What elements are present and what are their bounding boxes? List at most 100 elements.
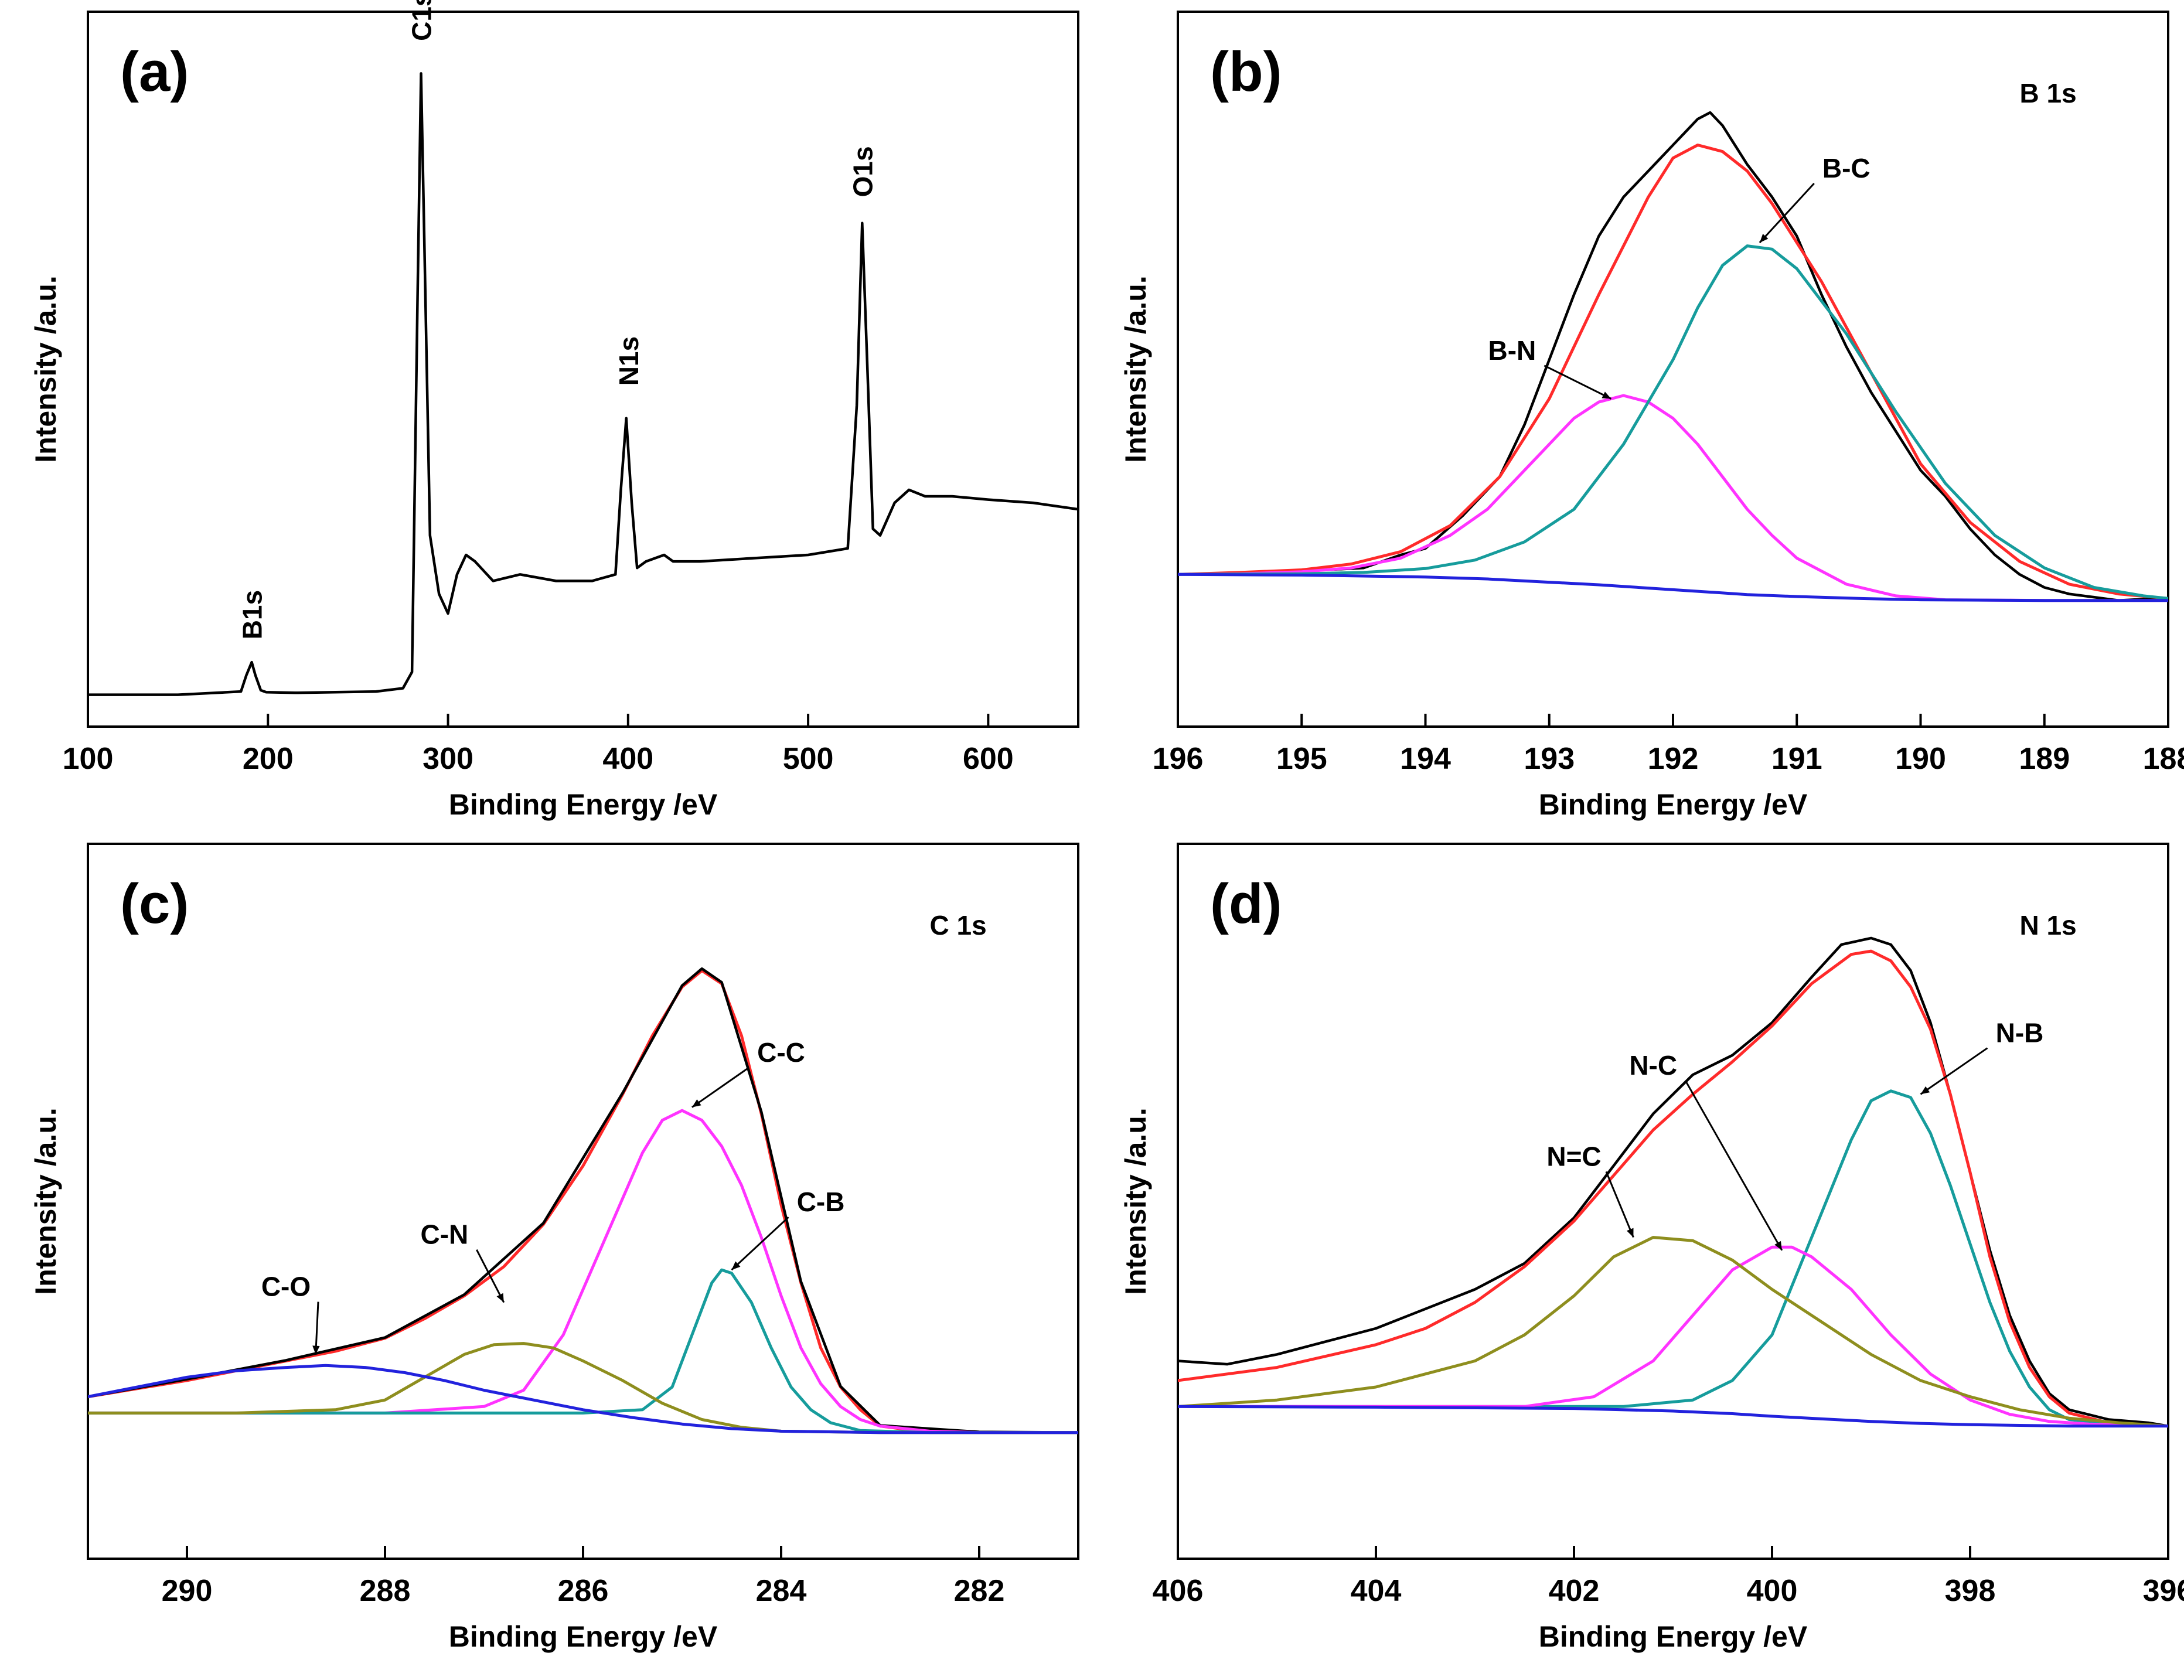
series-c-n: [88, 1342, 1078, 1434]
annotation-b-c: B-C: [1822, 153, 1870, 183]
panel-a: 100 200 300 400 500 600 Binding Energy /eV Inte…: [29, 0, 1079, 821]
x-tick-label: 188: [2143, 742, 2184, 776]
peak-label-c1s: C1s: [406, 0, 437, 41]
x-tick-label: 194: [1400, 742, 1451, 776]
annotation-c-c: C-C: [757, 1037, 805, 1068]
annotation-arrow-head: [731, 1261, 741, 1270]
y-axis-title: Intensity /a.u.: [29, 275, 62, 463]
x-tick-label: 193: [1524, 742, 1575, 776]
panel-d-frame: [1177, 843, 2169, 1560]
x-tick-label: 284: [756, 1574, 807, 1608]
panel-c: 290 288 286 284 282 Binding Energy /eV Intensi…: [29, 843, 1079, 1653]
x-tick-label: 300: [423, 742, 473, 776]
series-b-n: [1178, 394, 2168, 602]
annotation-arrow-head: [1920, 1086, 1930, 1095]
series-baseline: [1178, 1405, 2168, 1428]
x-tick-label: 400: [1747, 1574, 1798, 1608]
series-c-c: [88, 1109, 1078, 1434]
annotation-arrow-line: [476, 1249, 505, 1303]
x-axis-title: Binding Energy /eV: [1539, 1620, 1808, 1653]
annotation-n-c: N-C: [1629, 1050, 1677, 1081]
annotation-arrow-head: [691, 1099, 701, 1107]
peak-label-b1s: B1s: [237, 590, 268, 639]
series-c-o: [88, 1364, 1078, 1434]
annotation-arrow-head: [1602, 391, 1611, 399]
y-axis-title: Intensity /a.u.: [29, 1107, 62, 1295]
x-axis-title: Binding Energy /eV: [1539, 788, 1808, 821]
series-survey: [88, 72, 1078, 696]
x-tick-label: 400: [602, 742, 653, 776]
annotation-arrow-line: [1759, 183, 1815, 244]
annotation-arrow-line: [1605, 1171, 1634, 1238]
panel-d: 406 404 402 400 398 396 Binding Energy /eV Inte…: [1119, 843, 2184, 1653]
annotation-arrow-head: [1627, 1228, 1634, 1238]
annotation-arrow-line: [315, 1301, 319, 1355]
annotation-arrow-line: [1920, 1047, 1988, 1095]
x-tick-label: 402: [1549, 1574, 1600, 1608]
panel-letter: (d): [1210, 873, 1282, 935]
series-c-b: [88, 1268, 1078, 1434]
x-tick-label: 406: [1153, 1574, 1204, 1608]
series-baseline: [1178, 573, 2168, 602]
series-b-c: [1178, 244, 2168, 600]
x-tick-label: 189: [2019, 742, 2070, 776]
series-fit: [1178, 949, 2168, 1428]
annotation-arrow-line: [1544, 364, 1612, 400]
annotation-n-b: N-B: [1996, 1018, 2044, 1048]
panel-letter: (b): [1210, 40, 1282, 103]
x-tick-label: 288: [360, 1574, 411, 1608]
series-n-c: [1178, 1245, 2168, 1428]
panel-b: 196 195 194 193 192 191 190 189 188 Binding Energ…: [1119, 11, 2184, 821]
annotation-arrow-head: [312, 1345, 320, 1355]
series-group: [88, 72, 1078, 696]
annotation-arrow-line: [691, 1066, 749, 1108]
panel-title: C 1s: [930, 910, 987, 940]
series-group: [1178, 936, 2168, 1428]
annotation-arrow-head: [1759, 234, 1769, 243]
panel-c-frame: [87, 843, 1079, 1560]
x-tick-label: 192: [1648, 742, 1699, 776]
x-tick-label: 200: [243, 742, 294, 776]
series-n-c: [1178, 1236, 2168, 1428]
annotation-arrow-line: [1684, 1080, 1783, 1251]
x-tick-label: 196: [1153, 742, 1204, 776]
y-axis-title: Intensity /a.u.: [1119, 275, 1152, 463]
x-axis-title: Binding Energy /eV: [449, 788, 718, 821]
panel-letter: (c): [120, 873, 189, 935]
x-tick-label: 191: [1771, 742, 1822, 776]
x-tick-label: 290: [162, 1574, 213, 1608]
panel-letter: (a): [120, 40, 189, 103]
x-tick-label: 396: [2143, 1574, 2184, 1608]
annotation-c-n: C-N: [421, 1219, 469, 1250]
annotation-c-b: C-B: [797, 1187, 845, 1217]
panel-title: N 1s: [2020, 910, 2077, 940]
peak-label-n1s: N1s: [614, 336, 644, 386]
annotation-b-n: B-N: [1488, 335, 1536, 366]
x-tick-label: 282: [954, 1574, 1005, 1608]
x-axis-title: Binding Energy /eV: [449, 1620, 718, 1653]
x-tick-label: 100: [63, 742, 114, 776]
series-experimental: [1178, 936, 2168, 1427]
x-tick-label: 195: [1276, 742, 1327, 776]
x-tick-label: 404: [1351, 1574, 1402, 1608]
annotation-c-o: C-O: [261, 1272, 311, 1302]
series-n-b: [1178, 1089, 2168, 1428]
x-tick-label: 600: [963, 742, 1014, 776]
panel-title: B 1s: [2020, 78, 2077, 108]
y-axis-title: Intensity /a.u.: [1119, 1107, 1152, 1295]
series-group: [88, 967, 1078, 1434]
series-experimental: [88, 967, 1078, 1434]
x-tick-label: 398: [1945, 1574, 1996, 1608]
peak-label-o1s: O1s: [847, 146, 878, 197]
x-tick-label: 190: [1895, 742, 1946, 776]
annotation-arrow-head: [1774, 1241, 1782, 1250]
series-group: [1178, 111, 2168, 602]
annotation-arrow-line: [731, 1216, 789, 1271]
series-fit: [1178, 144, 2168, 600]
panel-b-frame: [1177, 11, 2169, 728]
x-tick-label: 286: [558, 1574, 609, 1608]
series-fit: [88, 969, 1078, 1434]
annotation-arrow-head: [496, 1293, 504, 1303]
annotation-n-c: N=C: [1546, 1141, 1601, 1171]
